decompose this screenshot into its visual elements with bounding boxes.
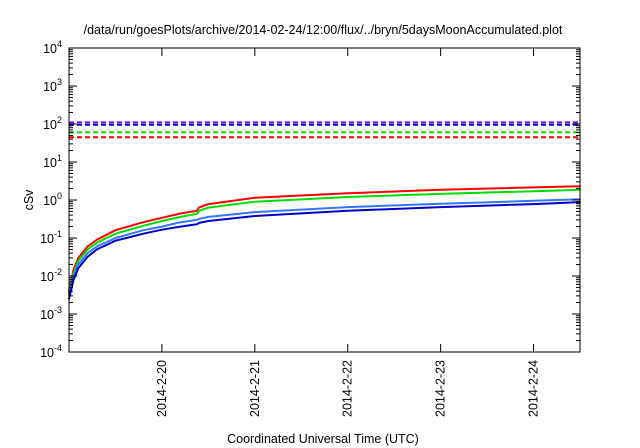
y-tick-base: 10: [40, 270, 54, 284]
x-tick-label: 2014-2-23: [434, 360, 448, 417]
y-tick-exponent: -3: [54, 305, 62, 315]
y-tick-base: 10: [43, 156, 57, 170]
y-tick-exponent: 3: [57, 77, 62, 87]
y-tick-exponent: 0: [57, 191, 62, 201]
y-axis-label: cSv: [22, 189, 36, 211]
y-tick-exponent: -2: [54, 267, 62, 277]
y-tick-exponent: -1: [54, 229, 62, 239]
axis-layer: 10-410-310-210-11001011021031042014-2-20…: [40, 39, 580, 417]
x-tick-label: 2014-2-20: [155, 360, 169, 417]
series-line: [68, 188, 581, 295]
plot-frame: [68, 47, 581, 353]
y-tick-exponent: 1: [57, 153, 62, 163]
y-tick-base: 10: [40, 346, 54, 360]
series-line: [68, 201, 581, 300]
y-tick-label: 100: [43, 191, 62, 208]
x-tick-label: 2014-2-22: [341, 360, 355, 417]
x-axis-label: Coordinated Universal Time (UTC): [227, 432, 419, 446]
y-tick-exponent: -4: [54, 343, 62, 353]
y-tick-exponent: 4: [57, 39, 62, 49]
series-line: [68, 185, 581, 293]
y-tick-label: 103: [43, 77, 62, 94]
y-tick-base: 10: [40, 232, 54, 246]
y-tick-base: 10: [40, 308, 54, 322]
y-tick-base: 10: [43, 194, 57, 208]
y-tick-base: 10: [43, 80, 57, 94]
y-tick-label: 10-4: [40, 343, 62, 360]
x-tick-label: 2014-2-21: [248, 360, 262, 417]
series-line: [68, 198, 581, 297]
y-tick-base: 10: [43, 42, 57, 56]
x-tick-label: 2014-2-24: [527, 360, 541, 417]
y-tick-label: 10-2: [40, 267, 62, 284]
y-tick-exponent: 2: [57, 115, 62, 125]
y-tick-label: 10-1: [40, 229, 62, 246]
series-layer: [68, 121, 581, 300]
y-tick-label: 104: [43, 39, 62, 56]
chart-title: /data/run/goesPlots/archive/2014-02-24/1…: [84, 23, 563, 37]
y-tick-label: 101: [43, 153, 62, 170]
y-tick-label: 10-3: [40, 305, 62, 322]
y-tick-label: 102: [43, 115, 62, 132]
y-tick-base: 10: [43, 118, 57, 132]
